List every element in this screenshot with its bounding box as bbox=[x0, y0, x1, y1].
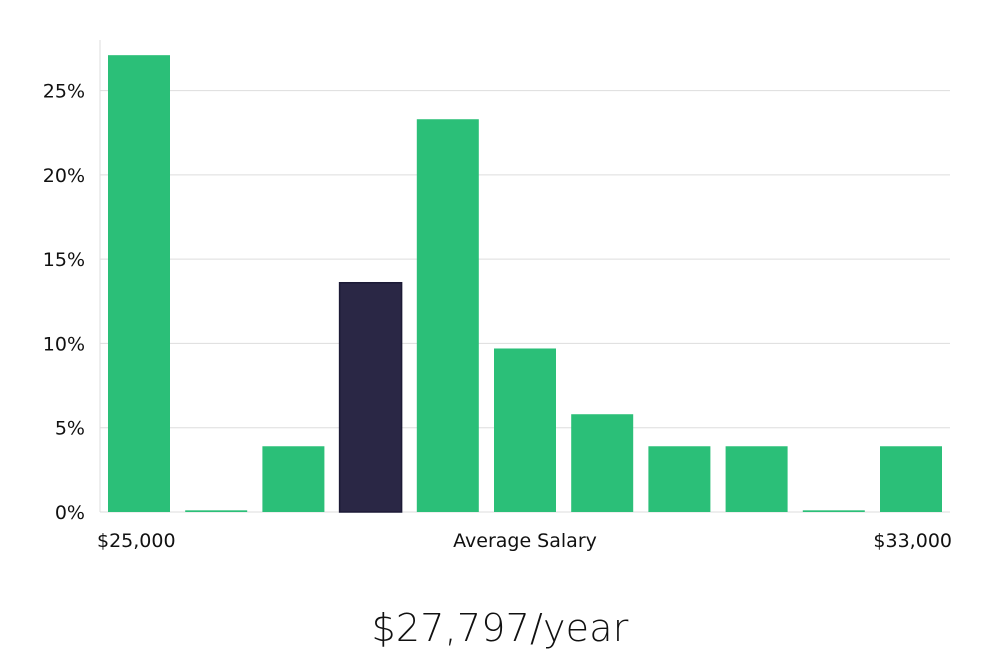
bars bbox=[108, 55, 942, 513]
bar bbox=[571, 414, 634, 512]
x-axis-min-label: $25,000 bbox=[97, 530, 176, 552]
x-axis-max-label: $33,000 bbox=[873, 530, 952, 552]
average-salary-headline: $27,797/year bbox=[371, 606, 629, 650]
y-tick-label: 15% bbox=[43, 249, 85, 271]
bar bbox=[725, 446, 788, 512]
bar-highlighted bbox=[338, 281, 403, 513]
x-axis-title: Average Salary bbox=[453, 530, 597, 552]
salary-histogram: 0%5%10%15%20%25% $25,000 Average Salary … bbox=[43, 40, 952, 552]
y-tick-label: 0% bbox=[55, 502, 85, 524]
y-tick-label: 10% bbox=[43, 333, 85, 355]
bar bbox=[416, 119, 479, 512]
bar bbox=[262, 446, 325, 512]
bar bbox=[648, 446, 711, 512]
y-tick-label: 20% bbox=[43, 165, 85, 187]
bar bbox=[880, 446, 942, 512]
bar bbox=[494, 348, 556, 512]
y-tick-label: 5% bbox=[55, 418, 85, 440]
bar bbox=[802, 510, 865, 512]
bar bbox=[108, 55, 170, 513]
bar bbox=[185, 510, 248, 512]
y-axis-ticks: 0% 5% 10% 15% 20% 25% bbox=[43, 81, 85, 524]
y-tick-label: 25% bbox=[43, 81, 85, 103]
